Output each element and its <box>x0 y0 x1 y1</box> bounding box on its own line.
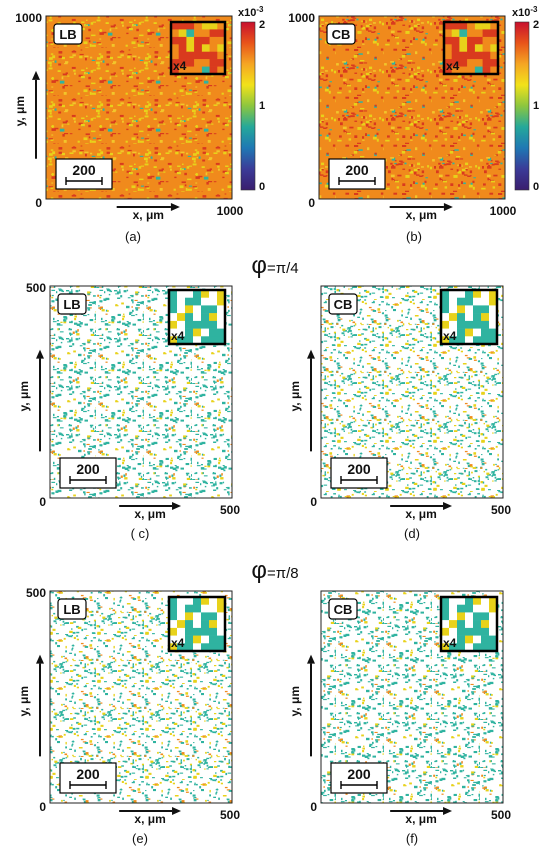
y-axis-label: y, μm <box>13 96 27 126</box>
zoom-inset: x4 <box>439 595 499 653</box>
zoom-label: x4 <box>171 329 185 343</box>
scale-bar-label: 200 <box>76 461 100 477</box>
y-tick-top: 1000 <box>288 11 315 25</box>
origin-tick: 0 <box>39 800 46 814</box>
tag-box <box>326 23 356 45</box>
x-axis-label: x, μm <box>134 812 165 826</box>
y-axis-arrow <box>32 70 40 159</box>
colorbar-tick: 0 <box>533 181 539 193</box>
x-axis-label: x, μm <box>134 507 165 521</box>
sample-tag: CB <box>332 27 351 42</box>
x-tick-end: 500 <box>220 808 240 822</box>
origin-tick: 0 <box>310 495 317 509</box>
panel-b: x4 CB 200 1000 0 1000 x, μm (b) <box>288 11 516 244</box>
scale-bar-label: 200 <box>347 766 371 782</box>
panel-f: x4 CB 200 0 500 y, μm x, μm (f) <box>288 590 511 846</box>
scale-bar-label: 200 <box>76 766 100 782</box>
x-tick-end: 500 <box>220 503 240 517</box>
tag-box <box>53 23 83 45</box>
sample-tag: CB <box>334 602 353 617</box>
y-axis-arrow <box>36 654 44 757</box>
tag-box <box>328 598 358 620</box>
zoom-label: x4 <box>171 636 185 650</box>
y-axis-label: y, μm <box>288 381 302 411</box>
panel-c: x4 LB 200 500 0 500 y, μm x, μm ( c) <box>17 281 240 541</box>
y-tick-top: 500 <box>26 281 46 295</box>
panel-caption: (a) <box>125 229 141 244</box>
section-title: φ=π/4 <box>251 252 298 279</box>
zoom-label: x4 <box>443 636 457 650</box>
y-axis-arrow <box>36 349 44 452</box>
x-axis-label: x, μm <box>405 812 436 826</box>
origin-tick: 0 <box>39 495 46 509</box>
colorbar-tick: 2 <box>259 19 265 31</box>
colorbar-gradient <box>240 21 256 191</box>
panel-e: x4 LB 200 500 0 500 y, μm x, μm (e) <box>17 586 240 846</box>
tag-box <box>328 293 358 315</box>
colorbar-tick: 1 <box>259 100 265 112</box>
x-axis-arrow <box>116 203 180 211</box>
x-axis-arrow <box>119 807 182 815</box>
y-tick-top: 500 <box>26 586 46 600</box>
x-axis-arrow <box>390 502 453 510</box>
colorbar-tick: 0 <box>259 181 265 193</box>
x-tick-end: 500 <box>491 503 511 517</box>
zoom-inset: x4 <box>439 288 499 346</box>
x-axis-label: x, μm <box>406 208 437 222</box>
scale-bar-label: 200 <box>347 461 371 477</box>
x-tick-end: 1000 <box>490 204 517 218</box>
sample-tag: LB <box>63 297 80 312</box>
x-axis-label: x, μm <box>405 507 436 521</box>
section-title: φ=π/8 <box>251 557 298 584</box>
scale-bar-label: 200 <box>345 162 369 178</box>
y-axis-label: y, μm <box>288 686 302 716</box>
colorbar-tick: 1 <box>533 100 539 112</box>
origin-tick: 0 <box>308 196 315 210</box>
origin-tick: 0 <box>310 800 317 814</box>
sample-tag: CB <box>334 297 353 312</box>
panel-d: x4 CB 200 0 500 y, μm x, μm (d) <box>288 285 511 541</box>
colorbar-exponent: x10-3 <box>238 5 264 19</box>
zoom-inset: x4 <box>167 595 227 653</box>
zoom-label: x4 <box>173 59 187 73</box>
y-axis-label: y, μm <box>17 381 31 411</box>
x-axis-arrow <box>119 502 182 510</box>
origin-tick: 0 <box>35 196 42 210</box>
zoom-inset: x4 <box>442 20 500 76</box>
scale-bar-label: 200 <box>72 162 96 178</box>
x-axis-arrow <box>390 807 453 815</box>
tag-box <box>57 598 87 620</box>
x-axis-label: x, μm <box>133 208 164 222</box>
y-axis-label: y, μm <box>17 686 31 716</box>
sample-tag: LB <box>63 602 80 617</box>
panel-caption: ( c) <box>131 526 150 541</box>
y-axis-arrow <box>307 349 315 452</box>
zoom-inset: x4 <box>169 20 227 76</box>
panel-caption: (f) <box>406 831 418 846</box>
colorbar-gradient <box>514 21 530 191</box>
x-axis-arrow <box>389 203 453 211</box>
panel-caption: (b) <box>406 229 422 244</box>
zoom-label: x4 <box>443 329 457 343</box>
colorbar: x10-32 1 0 <box>238 5 265 193</box>
zoom-inset: x4 <box>167 288 227 346</box>
x-tick-end: 500 <box>491 808 511 822</box>
y-axis-arrow <box>307 654 315 757</box>
y-tick-top: 1000 <box>15 11 42 25</box>
colorbar: x10-32 1 0 <box>512 5 539 193</box>
x-tick-end: 1000 <box>217 204 244 218</box>
panel-caption: (d) <box>404 526 420 541</box>
panel-a: x4 LB 200 1000 0 1000 y, μm x, μm (a) <box>13 11 244 244</box>
tag-box <box>57 293 87 315</box>
sample-tag: LB <box>59 27 76 42</box>
panel-caption: (e) <box>132 831 148 846</box>
colorbar-tick: 2 <box>533 19 539 31</box>
zoom-label: x4 <box>446 59 460 73</box>
colorbar-exponent: x10-3 <box>512 5 538 19</box>
